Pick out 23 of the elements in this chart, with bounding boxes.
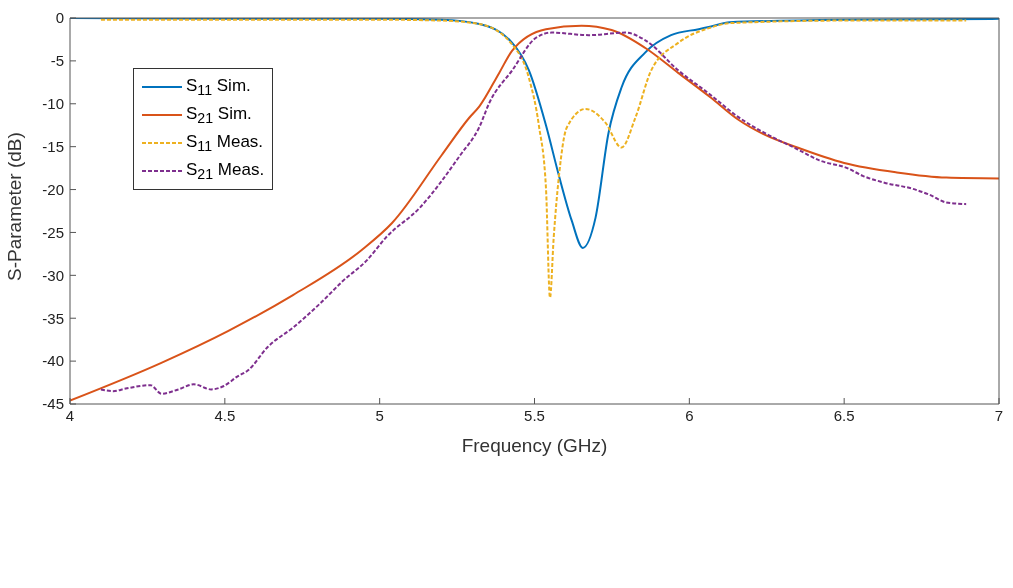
y-tick-label: -20 <box>42 180 64 198</box>
y-tick-label: -5 <box>50 52 64 70</box>
legend-label: S$_{11}$ Meas. <box>186 131 264 155</box>
x-tick-label: 6 <box>685 406 694 424</box>
x-tick-label: 5 <box>375 406 384 424</box>
y-tick-label: -15 <box>42 137 64 155</box>
y-tick-label: -35 <box>42 309 64 327</box>
x-axis-title: Frequency (GHz) <box>461 435 608 456</box>
x-tick-label: 5.5 <box>524 406 545 424</box>
y-tick-label: -45 <box>42 395 64 413</box>
line-series <box>99 18 968 299</box>
x-tick-label: 4 <box>65 406 75 424</box>
x-tick-label: 7 <box>994 406 1004 424</box>
y-tick-label: -30 <box>42 266 64 284</box>
y-tick-label: -40 <box>42 352 64 370</box>
legend-label: S$_{21}$ Meas. <box>186 159 265 183</box>
legend-label: S$_{21}$ Sim. <box>186 103 252 127</box>
y-tick-label: -25 <box>42 223 64 241</box>
y-tick-label: -10 <box>42 95 64 113</box>
x-tick-label: 6.5 <box>833 406 855 424</box>
x-tick-label: 4.5 <box>214 406 236 424</box>
legend-label: S$_{11}$ Sim. <box>186 75 251 99</box>
y-tick-label: 0 <box>55 9 64 27</box>
